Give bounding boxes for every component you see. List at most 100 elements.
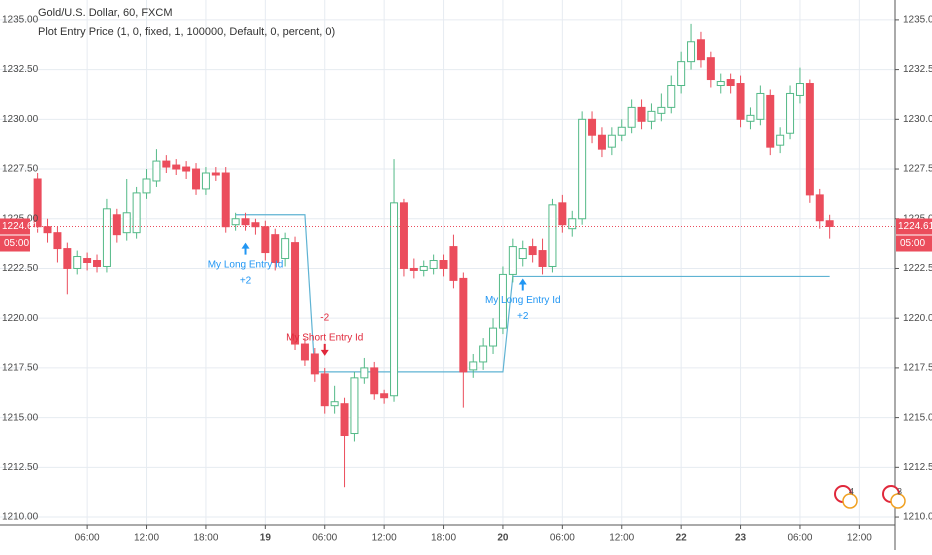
candle-body (647, 110, 656, 122)
countdown-badge (0, 235, 30, 252)
candle-body (568, 218, 577, 230)
y-tick-label: 1235.00 (903, 15, 932, 26)
chart-subtitle: Plot Entry Price (1, 0, fixed, 1, 100000… (38, 26, 335, 38)
x-tick-label: 19 (260, 533, 272, 544)
candle-body (746, 114, 755, 122)
x-tick-label: 18:00 (193, 533, 218, 544)
candle-body (132, 192, 141, 234)
candle-body (73, 256, 82, 269)
event-badge-count: 3 (897, 486, 902, 496)
candle-body (281, 238, 290, 260)
candle-body (291, 242, 300, 345)
candle-body (380, 393, 389, 399)
y-tick-label: 1215.00 (903, 412, 932, 423)
candle-body (815, 194, 824, 222)
candle-body (409, 267, 418, 271)
entry-label: My Long Entry Id (485, 295, 561, 306)
candle-body (627, 106, 636, 128)
x-tick-label: 23 (735, 533, 747, 544)
y-tick-label: 1210.00 (2, 512, 39, 523)
candle-body (83, 258, 92, 264)
y-tick-label: 1227.50 (903, 164, 932, 175)
candle-body (112, 214, 121, 236)
y-tick-label: 1215.00 (2, 412, 39, 423)
y-tick-label: 1227.50 (2, 164, 39, 175)
event-badge-inner (842, 493, 858, 509)
y-tick-label: 1210.00 (903, 512, 932, 523)
x-tick-label: 06:00 (312, 533, 337, 544)
y-tick-label: 1222.50 (2, 263, 39, 274)
candle-body (588, 118, 597, 136)
entry-arrow (241, 242, 250, 255)
candle-body (182, 166, 191, 172)
candle-body (162, 160, 171, 168)
entry-arrow (518, 278, 527, 291)
x-tick-label: 12:00 (134, 533, 159, 544)
x-tick-label: 22 (676, 533, 688, 544)
last-price-badge (896, 218, 932, 235)
x-tick-label: 06:00 (75, 533, 100, 544)
candle-body (122, 212, 131, 234)
candle-body (439, 260, 448, 269)
candle-body (271, 234, 280, 263)
entry-qty: +2 (517, 311, 529, 322)
entry-label: My Long Entry Id (208, 259, 284, 270)
candle-body (479, 345, 488, 363)
candle-body (102, 208, 111, 267)
candle-body (776, 134, 785, 146)
candle-body (667, 85, 676, 108)
candle-body (320, 373, 329, 407)
candle-body (716, 81, 725, 87)
candle-body (261, 226, 270, 254)
chart-title: Gold/U.S. Dollar, 60, FXCM (38, 7, 173, 19)
entry-qty: -2 (320, 313, 329, 324)
y-tick-label: 1220.00 (2, 313, 39, 324)
candle-body (687, 41, 696, 63)
event-badge-count: 4 (849, 486, 854, 496)
candle-body (795, 83, 804, 96)
x-tick-label: 12:00 (609, 533, 634, 544)
candle-body (508, 246, 517, 275)
y-tick-label: 1217.50 (2, 363, 39, 374)
candle-body (696, 39, 705, 61)
candle-body (657, 106, 666, 114)
candle-body (429, 260, 438, 269)
candle-body (350, 377, 359, 435)
candle-body (469, 361, 478, 371)
candle-body (637, 106, 646, 122)
candle-body (597, 134, 606, 150)
candle-body (390, 202, 399, 397)
plot-area: My Long Entry Id +2 My Short Entry Id -2 My … (0, 23, 895, 488)
candle-body (498, 273, 507, 329)
candle-body (152, 160, 161, 182)
entry-arrow (320, 343, 329, 356)
y-tick-label: 1220.00 (903, 313, 932, 324)
right-axis-bg (895, 0, 932, 550)
candle-body (53, 232, 62, 250)
last-price-label: 1224.61 (898, 221, 932, 232)
candle-body (63, 248, 72, 269)
candle-body (330, 401, 339, 407)
candle-body (756, 92, 765, 120)
candle-body (677, 61, 686, 87)
candle-body (192, 168, 201, 190)
candle-body (211, 172, 220, 176)
entry-qty: +2 (240, 275, 252, 286)
candle-body (231, 218, 240, 226)
candle-body (142, 178, 151, 194)
countdown-label: 05:00 (4, 238, 29, 249)
candle-body (528, 246, 537, 256)
candle-body (538, 250, 547, 267)
candle-body (736, 83, 745, 120)
x-tick-label: 06:00 (550, 533, 575, 544)
candle-body (578, 118, 587, 220)
y-tick-label: 1222.50 (903, 263, 932, 274)
y-tick-label: 1212.50 (903, 462, 932, 473)
y-tick-label: 1212.50 (2, 462, 39, 473)
candle-body (786, 92, 795, 134)
candle-body (558, 202, 567, 226)
candle-body (548, 204, 557, 267)
y-tick-label: 1232.50 (2, 64, 39, 75)
candle-body (201, 172, 210, 190)
